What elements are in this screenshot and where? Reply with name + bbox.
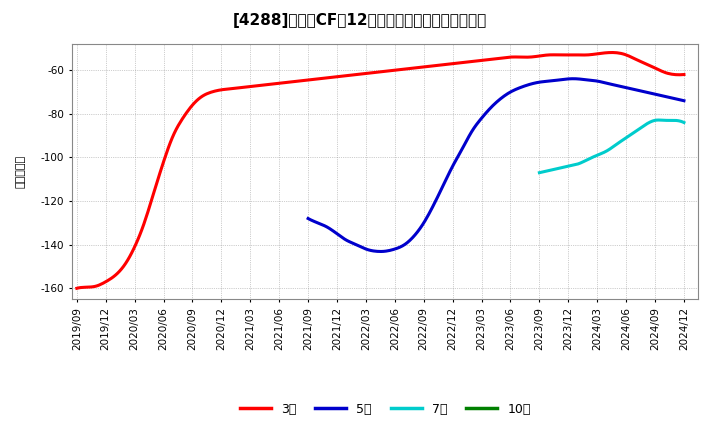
Text: [4288]　投賄CFの12か月移動合計の平均値の推移: [4288] 投賄CFの12か月移動合計の平均値の推移 bbox=[233, 13, 487, 28]
Legend: 3年, 5年, 7年, 10年: 3年, 5年, 7年, 10年 bbox=[235, 398, 536, 421]
Y-axis label: （百万円）: （百万円） bbox=[15, 155, 25, 188]
